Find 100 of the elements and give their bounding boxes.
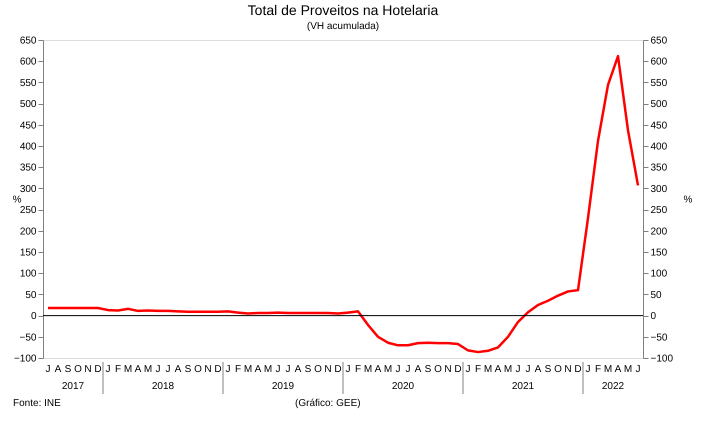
x-tick-label: O [194,364,202,375]
x-tick-label: N [324,364,332,375]
x-tick-label: S [64,364,72,375]
x-tick-label: S [424,364,432,375]
y-tick-label: −100 [14,354,37,364]
x-tick-label: M [384,364,392,375]
x-tick-label: J [166,364,170,375]
y-tick-label: 500 [20,99,37,110]
y-tick-label: 300 [20,184,37,195]
x-tick-label: D [94,364,102,375]
x-tick-label: M [244,364,252,375]
y-tick-label: −50 [20,332,37,344]
x-tick-label: J [636,364,640,375]
y-tick-label: 150 [20,248,37,258]
x-tick-label: D [334,364,342,375]
x-tick-label: J [466,364,470,375]
y2-tick-label: 400 [650,142,668,152]
x-tick-label: J [516,364,520,375]
x-tick-label: M [124,364,132,375]
x-tick-label: J [346,364,350,375]
x-tick-label: O [74,364,82,375]
x-tick-label: M [144,364,152,375]
y2-tick-label: 200 [650,226,668,238]
y2-tick-label: 150 [650,248,668,258]
y2-tick-label: −50 [650,332,668,344]
y-tick-label: 600 [20,56,37,68]
y-tick-label: 400 [20,142,37,152]
y-tick-label: 650 [20,36,37,46]
x-tick-label: N [204,364,212,375]
x-tick-label: N [84,364,92,375]
x-tick-label: F [354,364,362,375]
text: (Gráfico: GEE) [295,398,361,409]
x-tick-label: M [364,364,372,375]
y-tick-label: 350 [20,162,37,174]
x-tick-label: F [234,364,242,375]
x-tick-label: A [494,364,502,375]
y-tick-label: 250 [20,205,37,216]
x-tick-label: J [226,364,230,375]
text: 2017 [62,381,85,392]
x-tick-label: J [276,364,280,375]
x-tick-label: F [114,364,122,375]
y2-tick-label: 300 [650,184,668,195]
x-tick-label: N [564,364,572,375]
x-tick-label: O [314,364,322,375]
y-tick-label: 450 [20,120,37,132]
y-tick-label: 50 [25,290,37,301]
x-tick-label: A [54,364,62,375]
x-tick-label: A [614,364,622,375]
text: 2022 [602,381,625,392]
y2-tick-label: −100 [650,354,674,364]
y2-tick-label: 600 [650,56,668,68]
x-tick-label: A [294,364,302,375]
x-tick-label: M [504,364,512,375]
y2-axis-title: % [684,194,692,206]
x-tick-label: M [624,364,632,375]
y2-tick-label: 0 [650,311,656,322]
x-tick-label: O [434,364,442,375]
chart-title: Total de Proveitos na Hotelaria [248,2,439,18]
text: 2018 [152,381,175,392]
y2-tick-label: 250 [650,205,668,216]
x-tick-label: M [264,364,272,375]
x-tick-label: D [214,364,222,375]
x-tick-label: M [604,364,612,375]
y2-tick-label: 500 [650,99,668,110]
source-note: Fonte: INE [13,398,62,409]
y-axis-title: % [12,194,22,206]
text: 2020 [392,381,415,392]
x-tick-label: F [594,364,602,375]
x-tick-label: M [484,364,492,375]
x-tick-label: N [444,364,452,375]
line-series [46,54,640,354]
y2-tick-label: 350 [650,162,668,174]
x-tick-label: J [406,364,410,375]
y2-tick-label: 550 [650,78,668,89]
y-tick-label: 200 [20,226,37,238]
x-tick-label: J [586,364,590,375]
x-tick-label: A [414,364,422,375]
y2-tick-label: 450 [650,120,668,132]
x-tick-label: A [174,364,182,375]
x-tick-label: S [304,364,312,375]
x-tick-label: A [534,364,542,375]
x-tick-label: D [454,364,462,375]
x-tick-label: J [46,364,50,375]
y-tick-label: 0 [30,311,37,322]
y2-tick-label: 100 [650,268,668,280]
x-tick-label: D [574,364,582,375]
x-tick-label: J [526,364,530,375]
y-tick-label: 100 [20,268,37,280]
x-tick-label: S [184,364,192,375]
y2-tick-label: 50 [650,290,662,301]
x-tick-label: A [254,364,262,375]
y-tick-label: 550 [20,78,37,89]
x-tick-label: A [134,364,142,375]
x-tick-label: S [544,364,552,375]
x-tick-label: J [156,364,160,375]
x-tick-label: O [554,364,562,375]
y2-tick-label: 650 [650,36,668,46]
x-tick-label: A [374,364,382,375]
x-tick-label: J [396,364,400,375]
x-tick-label: J [106,364,110,375]
